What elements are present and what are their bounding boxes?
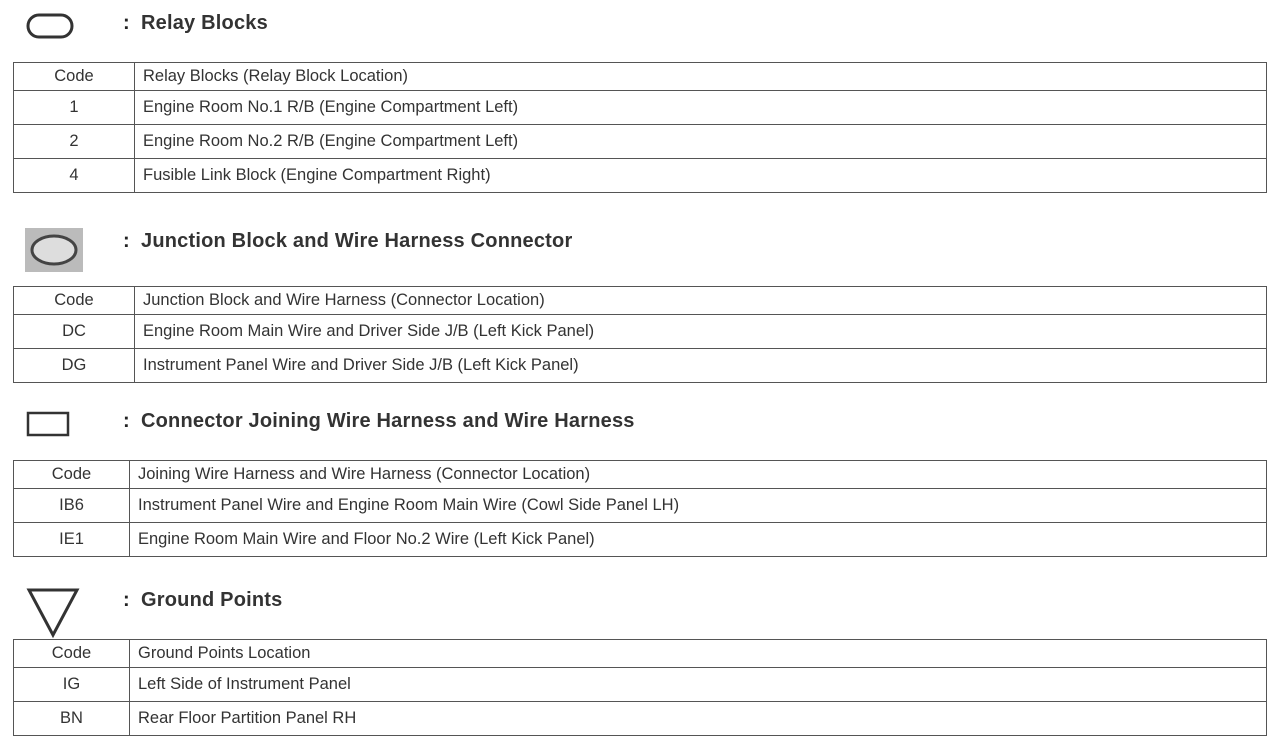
location-cell: Engine Room Main Wire and Driver Side J/… [134, 314, 1267, 349]
colon: : [123, 410, 130, 432]
location-cell: Instrument Panel Wire and Engine Room Ma… [129, 488, 1267, 523]
rectangle-icon [25, 408, 75, 445]
header-description: Junction Block and Wire Harness (Connect… [134, 286, 1267, 315]
shaded-oval-icon [25, 228, 85, 277]
section-title: Relay Blocks [141, 12, 268, 34]
code-cell: 4 [13, 158, 135, 193]
inverted-triangle-icon [25, 587, 81, 644]
table-row: IE1 Engine Room Main Wire and Floor No.2… [13, 522, 1267, 557]
section-title: Ground Points [141, 589, 283, 611]
section-title: Connector Joining Wire Harness and Wire … [141, 410, 635, 432]
location-cell: Left Side of Instrument Panel [129, 667, 1267, 702]
code-table: Code Ground Points Location IG Left Side… [13, 639, 1267, 736]
code-cell: IE1 [13, 522, 130, 557]
table-row: DG Instrument Panel Wire and Driver Side… [13, 348, 1267, 383]
location-cell: Engine Room No.1 R/B (Engine Compartment… [134, 90, 1267, 125]
table-row: BN Rear Floor Partition Panel RH [13, 701, 1267, 736]
table-row: IB6 Instrument Panel Wire and Engine Roo… [13, 488, 1267, 523]
section-title: Junction Block and Wire Harness Connecto… [141, 230, 573, 252]
location-cell: Rear Floor Partition Panel RH [129, 701, 1267, 736]
table-row: 2 Engine Room No.2 R/B (Engine Compartme… [13, 124, 1267, 159]
table-row: 1 Engine Room No.1 R/B (Engine Compartme… [13, 90, 1267, 125]
code-table: Code Relay Blocks (Relay Block Location)… [13, 62, 1267, 193]
colon: : [123, 12, 130, 34]
code-table: Code Joining Wire Harness and Wire Harne… [13, 460, 1267, 557]
colon: : [123, 230, 130, 252]
section-header: : Connector Joining Wire Harness and Wir… [13, 404, 1267, 444]
location-cell: Instrument Panel Wire and Driver Side J/… [134, 348, 1267, 383]
location-cell: Fusible Link Block (Engine Compartment R… [134, 158, 1267, 193]
code-cell: DG [13, 348, 135, 383]
code-cell: 2 [13, 124, 135, 159]
header-code: Code [13, 62, 135, 91]
section-header: : Junction Block and Wire Harness Connec… [13, 224, 1267, 272]
header-description: Relay Blocks (Relay Block Location) [134, 62, 1267, 91]
section-connector-joining-wire-harness-and-wire-harness: : Connector Joining Wire Harness and Wir… [13, 404, 1267, 557]
table-row: 4 Fusible Link Block (Engine Compartment… [13, 158, 1267, 193]
table-header: Code Junction Block and Wire Harness (Co… [13, 286, 1267, 315]
location-cell: Engine Room No.2 R/B (Engine Compartment… [134, 124, 1267, 159]
code-cell: IG [13, 667, 130, 702]
header-description: Joining Wire Harness and Wire Harness (C… [129, 460, 1267, 489]
location-cell: Engine Room Main Wire and Floor No.2 Wir… [129, 522, 1267, 557]
code-cell: IB6 [13, 488, 130, 523]
table-header: Code Ground Points Location [13, 639, 1267, 668]
code-cell: 1 [13, 90, 135, 125]
code-cell: DC [13, 314, 135, 349]
table-row: IG Left Side of Instrument Panel [13, 667, 1267, 702]
section-header: : Relay Blocks [13, 6, 1267, 46]
header-code: Code [13, 460, 130, 489]
table-row: DC Engine Room Main Wire and Driver Side… [13, 314, 1267, 349]
section-header: : Ground Points [13, 583, 1267, 639]
table-header: Code Relay Blocks (Relay Block Location) [13, 62, 1267, 91]
code-table: Code Junction Block and Wire Harness (Co… [13, 286, 1267, 383]
section-relay-blocks: : Relay Blocks Code Relay Blocks (Relay … [13, 6, 1267, 193]
rounded-rectangle-icon [25, 10, 75, 47]
table-header: Code Joining Wire Harness and Wire Harne… [13, 460, 1267, 489]
header-code: Code [13, 639, 130, 668]
section-junction-block-and-wire-harness-connector: : Junction Block and Wire Harness Connec… [13, 224, 1267, 383]
colon: : [123, 589, 130, 611]
code-cell: BN [13, 701, 130, 736]
header-description: Ground Points Location [129, 639, 1267, 668]
section-ground-points: : Ground Points Code Ground Points Locat… [13, 583, 1267, 736]
header-code: Code [13, 286, 135, 315]
